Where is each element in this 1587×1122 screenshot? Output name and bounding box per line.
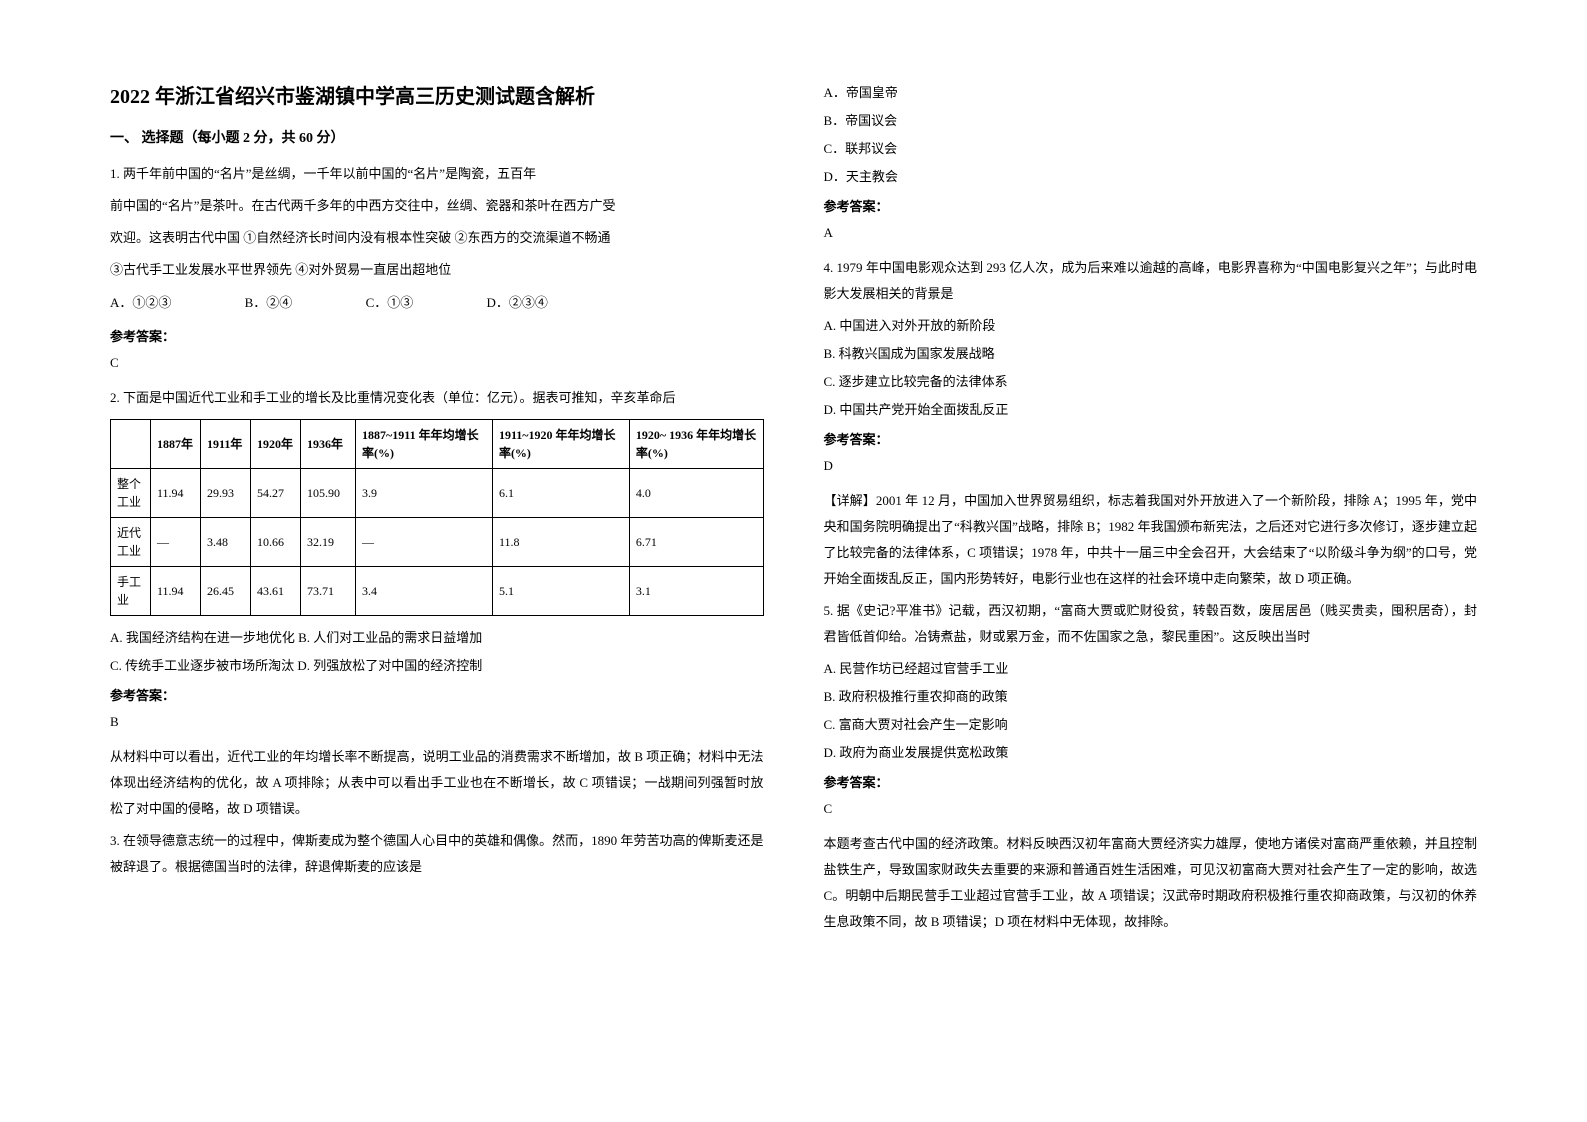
th: 1887年 [151,419,201,468]
exam-title: 2022 年浙江省绍兴市鉴湖镇中学高三历史测试题含解析 [110,80,764,109]
td: 近代工业 [111,517,151,566]
th: 1920~ 1936 年年均增长率(%) [629,419,763,468]
q1-option-b: B．②④ [245,289,293,318]
q4-option-a: A. 中国进入对外开放的新阶段 [824,313,1478,339]
q3-option-b: B．帝国议会 [824,108,1478,134]
td: 105.90 [301,468,356,517]
q1-stem-line: ③古代手工业发展水平世界领先 ④对外贸易一直居出超地位 [110,257,764,283]
th [111,419,151,468]
q5-option-d: D. 政府为商业发展提供宽松政策 [824,740,1478,766]
th: 1920年 [251,419,301,468]
table-row: 近代工业 — 3.48 10.66 32.19 — 11.8 6.71 [111,517,764,566]
question-3-stem: 3. 在领导德意志统一的过程中，俾斯麦成为整个德国人心目中的英雄和偶像。然而，1… [110,828,764,880]
td: 3.1 [629,566,763,615]
q1-stem-line: 前中国的“名片”是茶叶。在古代两千多年的中西方交往中，丝绸、瓷器和茶叶在西方广受 [110,193,764,219]
section-heading: 一、 选择题（每小题 2 分，共 60 分） [110,127,764,147]
td: 43.61 [251,566,301,615]
td: 6.71 [629,517,763,566]
q3-stem: 3. 在领导德意志统一的过程中，俾斯麦成为整个德国人心目中的英雄和偶像。然而，1… [110,828,764,880]
q4-option-d: D. 中国共产党开始全面拨乱反正 [824,397,1478,423]
question-3-options: A．帝国皇帝 B．帝国议会 C．联邦议会 D．天主教会 参考答案： A [824,80,1478,241]
td: 54.27 [251,468,301,517]
answer-label: 参考答案： [824,772,1478,791]
td: 整个工业 [111,468,151,517]
q5-answer: C [824,801,1478,817]
td: 11.8 [492,517,629,566]
q2-options-line: A. 我国经济结构在进一步地优化 B. 人们对工业品的需求日益增加 [110,626,764,651]
th: 1911年 [201,419,251,468]
td: 29.93 [201,468,251,517]
q5-option-b: B. 政府积极推行重农抑商的政策 [824,684,1478,710]
th: 1887~1911 年年均增长率(%) [356,419,493,468]
answer-label: 参考答案： [824,429,1478,448]
left-column: 2022 年浙江省绍兴市鉴湖镇中学高三历史测试题含解析 一、 选择题（每小题 2… [110,80,764,941]
th: 1936年 [301,419,356,468]
q5-explanation: 本题考查古代中国的经济政策。材料反映西汉初年富商大贾经济实力雄厚，使地方诸侯对富… [824,831,1478,935]
td: 手工业 [111,566,151,615]
q2-options-line: C. 传统手工业逐步被市场所淘汰 D. 列强放松了对中国的经济控制 [110,654,764,679]
q1-option-c: C．①③ [366,289,414,318]
q4-option-c: C. 逐步建立比较完备的法律体系 [824,369,1478,395]
td: 11.94 [151,468,201,517]
question-2: 2. 下面是中国近代工业和手工业的增长及比重情况变化表（单位：亿元）。据表可推知… [110,385,764,822]
table-body: 整个工业 11.94 29.93 54.27 105.90 3.9 6.1 4.… [111,468,764,615]
q2-answer: B [110,714,764,730]
q1-stem-line: 1. 两千年前中国的“名片”是丝绸，一千年以前中国的“名片”是陶瓷，五百年 [110,161,764,187]
table-row: 整个工业 11.94 29.93 54.27 105.90 3.9 6.1 4.… [111,468,764,517]
q1-options: A．①②③ B．②④ C．①③ D．②③④ [110,289,764,318]
answer-label: 参考答案： [110,326,764,345]
q3-option-d: D．天主教会 [824,164,1478,190]
q2-stem: 2. 下面是中国近代工业和手工业的增长及比重情况变化表（单位：亿元）。据表可推知… [110,385,764,411]
td: 73.71 [301,566,356,615]
td: 10.66 [251,517,301,566]
q4-option-b: B. 科教兴国成为国家发展战略 [824,341,1478,367]
page-container: 2022 年浙江省绍兴市鉴湖镇中学高三历史测试题含解析 一、 选择题（每小题 2… [0,0,1587,981]
q4-stem: 4. 1979 年中国电影观众达到 293 亿人次，成为后来难以逾越的高峰，电影… [824,255,1478,307]
td: 4.0 [629,468,763,517]
q1-option-a: A．①②③ [110,289,171,318]
q3-answer: A [824,225,1478,241]
table-header-row: 1887年 1911年 1920年 1936年 1887~1911 年年均增长率… [111,419,764,468]
question-4: 4. 1979 年中国电影观众达到 293 亿人次，成为后来难以逾越的高峰，电影… [824,255,1478,592]
table-row: 手工业 11.94 26.45 43.61 73.71 3.4 5.1 3.1 [111,566,764,615]
q3-option-a: A．帝国皇帝 [824,80,1478,106]
q3-option-c: C．联邦议会 [824,136,1478,162]
td: 3.4 [356,566,493,615]
td: 11.94 [151,566,201,615]
q5-stem: 5. 据《史记?平准书》记载，西汉初期，“富商大贾或贮财役贫，转毂百数，废居居邑… [824,598,1478,650]
td: 3.9 [356,468,493,517]
td: — [151,517,201,566]
q1-stem-line: 欢迎。这表明古代中国 ①自然经济长时间内没有根本性突破 ②东西方的交流渠道不畅通 [110,225,764,251]
q1-answer: C [110,355,764,371]
right-column: A．帝国皇帝 B．帝国议会 C．联邦议会 D．天主教会 参考答案： A 4. 1… [824,80,1478,941]
td: 6.1 [492,468,629,517]
q4-answer: D [824,458,1478,474]
td: 5.1 [492,566,629,615]
q2-explanation: 从材料中可以看出，近代工业的年均增长率不断提高，说明工业品的消费需求不断增加，故… [110,744,764,822]
td: — [356,517,493,566]
answer-label: 参考答案： [110,685,764,704]
td: 26.45 [201,566,251,615]
q4-explanation: 【详解】2001 年 12 月，中国加入世界贸易组织，标志着我国对外开放进入了一… [824,488,1478,592]
td: 3.48 [201,517,251,566]
question-1: 1. 两千年前中国的“名片”是丝绸，一千年以前中国的“名片”是陶瓷，五百年 前中… [110,161,764,371]
td: 32.19 [301,517,356,566]
answer-label: 参考答案： [824,196,1478,215]
q5-option-a: A. 民营作坊已经超过官营手工业 [824,656,1478,682]
q1-option-d: D．②③④ [486,289,547,318]
question-5: 5. 据《史记?平准书》记载，西汉初期，“富商大贾或贮财役贫，转毂百数，废居居邑… [824,598,1478,935]
th: 1911~1920 年年均增长率(%) [492,419,629,468]
q2-table: 1887年 1911年 1920年 1936年 1887~1911 年年均增长率… [110,419,764,616]
q5-option-c: C. 富商大贾对社会产生一定影响 [824,712,1478,738]
